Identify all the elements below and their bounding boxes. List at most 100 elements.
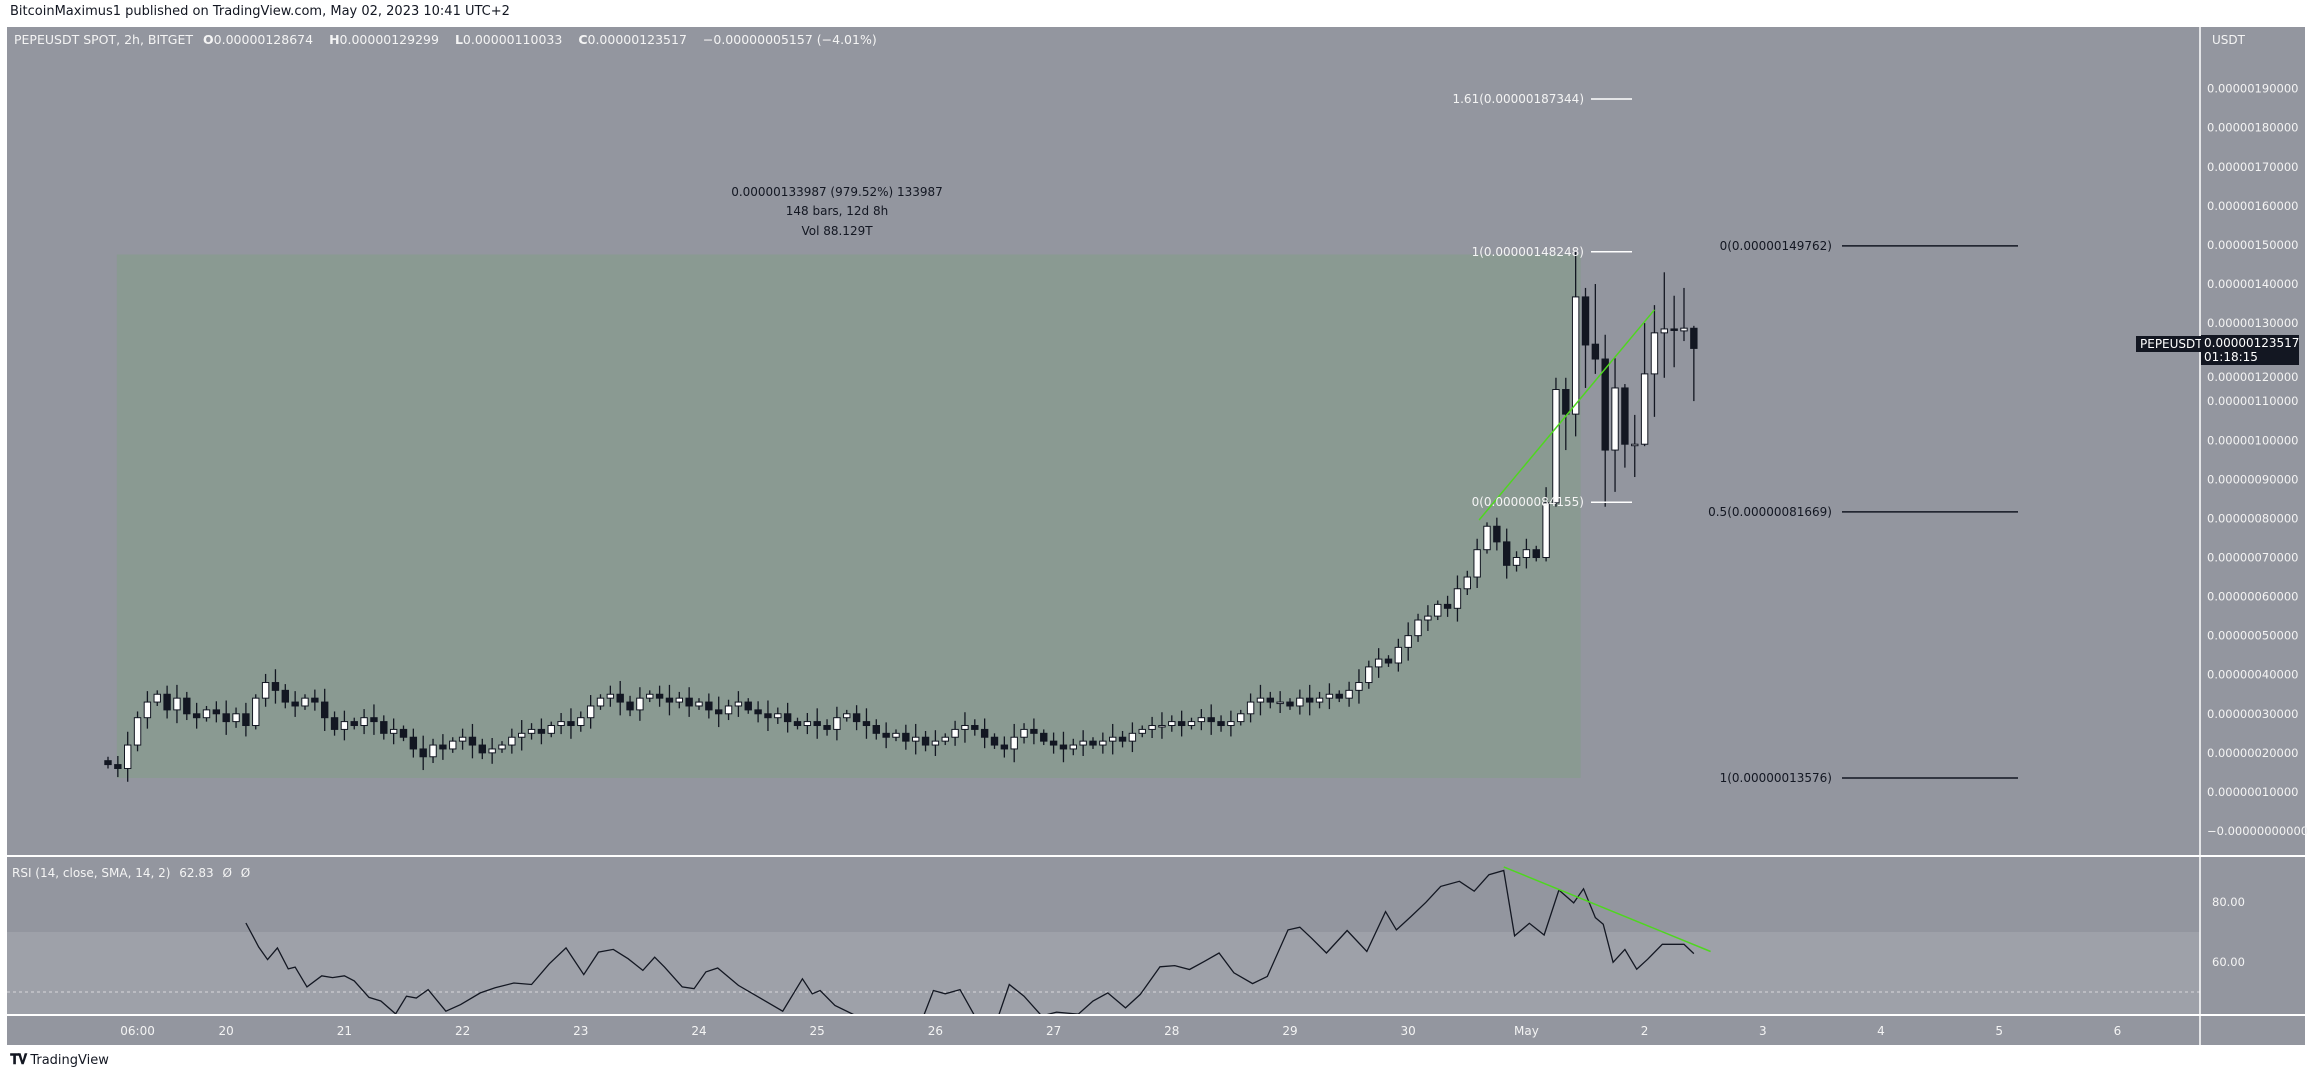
candle [1128, 722, 1137, 753]
symbol-title[interactable]: PEPEUSDT SPOT, 2h, BITGET [14, 32, 194, 47]
candle [1089, 737, 1097, 749]
candle-body [340, 721, 349, 730]
candle-body [1571, 296, 1580, 415]
price-axis-label: 0.00000170000 [2207, 160, 2298, 174]
candle-body [1483, 525, 1491, 551]
candle-body [793, 721, 802, 727]
candle-body [616, 693, 624, 703]
candle-body [1306, 697, 1314, 703]
candle [360, 709, 368, 735]
candle-body [518, 732, 526, 738]
candle [1384, 655, 1393, 667]
footer-brand[interactable]: 𝐓𝐕 TradingView [10, 1052, 109, 1068]
measure-range-box[interactable] [116, 254, 1581, 778]
candle-body [1010, 736, 1018, 750]
candle [183, 691, 191, 721]
candle-body [1069, 744, 1077, 750]
price-axis[interactable]: USDT −0.00000000000 0.00000010000 0.000000… [2207, 33, 2308, 838]
candle-body [409, 736, 418, 750]
candle [281, 684, 290, 709]
candle [271, 669, 280, 704]
high-value: 0.00000129299 [339, 32, 439, 47]
candle [242, 702, 250, 737]
candle [1443, 595, 1452, 617]
candle [488, 738, 496, 764]
candle [498, 741, 506, 753]
candle-body [833, 717, 841, 730]
candle [1158, 712, 1166, 739]
candle-body [1148, 725, 1156, 730]
candle [1187, 717, 1196, 730]
rsi-na-1: Ø [222, 866, 232, 880]
candle-body [1099, 740, 1107, 746]
candle [1227, 710, 1235, 737]
candle [1660, 272, 1668, 378]
candle [1040, 729, 1048, 746]
candle-body [104, 760, 112, 766]
candle [419, 735, 427, 771]
candle-body [774, 713, 782, 719]
candle-body [636, 697, 644, 711]
candle [468, 723, 477, 759]
rsi-legend[interactable]: RSI (14, close, SMA, 14, 2) 62.83 Ø Ø [12, 866, 255, 880]
candle-body [1207, 717, 1215, 723]
candle [261, 673, 270, 707]
candle-body [1256, 697, 1265, 703]
candle-body [1049, 740, 1058, 746]
candle-body [1177, 721, 1186, 727]
candle-body [655, 693, 664, 699]
close-value: 0.00000123517 [587, 32, 687, 47]
candle [1335, 690, 1343, 703]
candle-body [242, 713, 250, 727]
candle-body [252, 697, 260, 727]
candle-body [921, 736, 930, 746]
candle-body [744, 701, 752, 711]
time-axis[interactable]: 06:00 20 21 22 23 24 25 26 27 28 29 30 May 2 3 4 5 6 [120, 1024, 2121, 1038]
candle [1099, 732, 1107, 754]
candle-body [1315, 697, 1324, 703]
candle [971, 719, 979, 736]
candle [232, 707, 240, 728]
change-value: −0.00000005157 (−4.01%) [702, 32, 877, 47]
candle [153, 690, 161, 706]
rsi-trendline[interactable] [1503, 866, 1711, 953]
price-trendline[interactable] [1478, 309, 1656, 521]
candle [1168, 715, 1176, 732]
candle-body [1138, 728, 1146, 734]
candle-body [803, 721, 812, 727]
candle [330, 711, 339, 736]
candle [646, 690, 654, 703]
candle-body [360, 717, 368, 727]
rsi-line[interactable] [245, 869, 1695, 1020]
candle [1207, 704, 1215, 735]
candle [685, 687, 693, 717]
candle [715, 696, 723, 728]
fib-right-label: 0(0.00000149762) [1720, 239, 1832, 253]
candle [1138, 725, 1146, 738]
price-axis-label: 0.00000010000 [2207, 785, 2298, 799]
candle [1650, 305, 1659, 417]
candle [222, 700, 230, 735]
candle [921, 730, 930, 752]
candle-body [1325, 693, 1334, 699]
candle [626, 695, 634, 717]
measure-volume: Vol 88.129T [801, 224, 873, 238]
time-axis-label: 2 [1641, 1024, 1649, 1038]
candle [1532, 545, 1540, 562]
candle [1690, 325, 1698, 402]
candle-body [1187, 721, 1196, 727]
candle-body [291, 701, 299, 707]
symbol-legend[interactable]: PEPEUSDT SPOT, 2h, BITGET O0.00000128674… [14, 32, 883, 47]
candle [892, 729, 900, 742]
rsi-title[interactable]: RSI (14, close, SMA, 14, 2) [12, 866, 171, 880]
rsi-axis-label: 80.00 [2212, 895, 2245, 909]
time-axis-label: 27 [1046, 1024, 1061, 1038]
candle-body [1079, 740, 1087, 746]
candle [1483, 522, 1491, 554]
candle [1010, 723, 1018, 763]
time-axis-label: 24 [691, 1024, 706, 1038]
rsi-band [7, 932, 2200, 1014]
candle-body [1020, 728, 1028, 738]
candle [252, 694, 260, 730]
